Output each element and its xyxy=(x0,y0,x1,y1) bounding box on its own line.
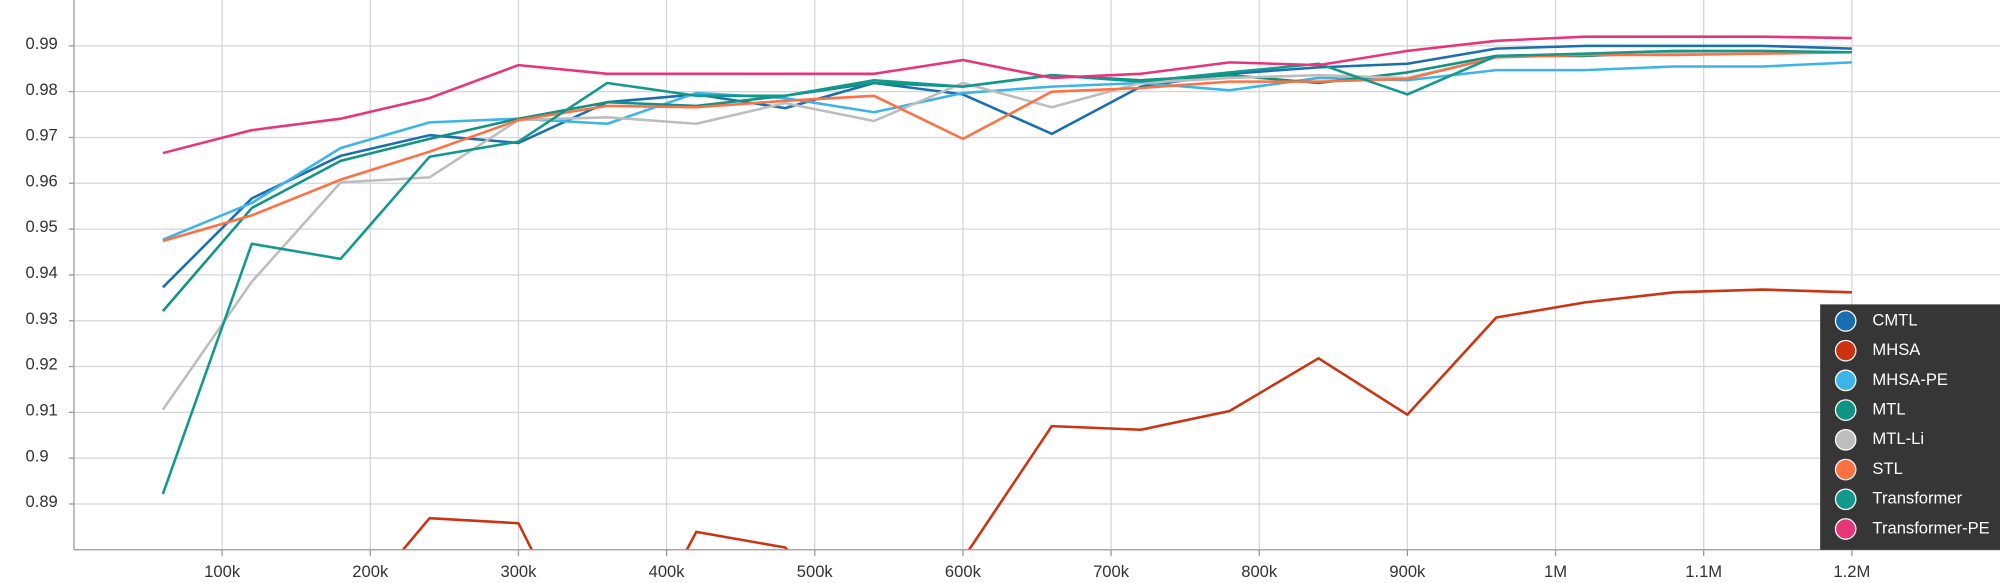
series-line xyxy=(161,50,1852,411)
y-tick-label: 0.98 xyxy=(26,80,58,99)
legend-marker xyxy=(1834,369,1857,392)
legend-label: STL xyxy=(1872,459,1902,478)
x-tick-label: 1.1M xyxy=(1685,562,1722,581)
series-line xyxy=(162,61,1852,241)
x-tick-label: 1.2M xyxy=(1833,562,1870,581)
x-tick-label: 200k xyxy=(352,562,389,581)
y-tick-label: 0.94 xyxy=(26,263,58,282)
x-tick-label: 900k xyxy=(1389,562,1426,581)
legend-marker xyxy=(1834,518,1857,540)
y-tick-label: 0.99 xyxy=(26,34,58,53)
y-tick-label: 0.96 xyxy=(26,171,58,190)
y-tick-label: 0.92 xyxy=(26,355,58,374)
y-tick-label: 0.93 xyxy=(26,309,58,328)
series-line xyxy=(161,49,1852,495)
legend-marker xyxy=(1834,428,1857,451)
axes: 0.89 0.9 0.91 0.92 0.93 0.94 0.95 0.96 0.97 0.98 0… xyxy=(26,0,2000,581)
legend-marker xyxy=(1834,488,1857,511)
x-tick-label: 500k xyxy=(797,562,834,581)
legend-marker xyxy=(1834,399,1857,421)
legend-marker xyxy=(1834,458,1857,481)
y-tick-label: 0.97 xyxy=(26,126,58,145)
series-line xyxy=(401,288,1852,550)
legend-label: Transformer-PE xyxy=(1872,518,1989,537)
grid xyxy=(73,0,2000,550)
x-tick-label: 700k xyxy=(1093,562,1130,581)
legend-label: MTL-Li xyxy=(1872,429,1924,448)
plot-area xyxy=(161,35,1852,550)
x-tick-label: 300k xyxy=(500,562,537,581)
y-tick-label: 0.95 xyxy=(26,217,58,236)
legend: CMTL MHSA MHSA-PE MTL MTL-Li STL Transformer Tr… xyxy=(1820,304,2000,550)
series-line xyxy=(162,50,1852,243)
x-tick-label: 800k xyxy=(1241,562,1278,581)
legend-marker xyxy=(1834,310,1857,332)
y-tick-label: 0.9 xyxy=(26,446,49,465)
legend-label: MTL xyxy=(1872,399,1905,418)
x-tick-label: 600k xyxy=(945,562,982,581)
legend-label: MHSA-PE xyxy=(1872,370,1948,389)
series-line xyxy=(162,35,1852,155)
x-tick-label: 400k xyxy=(649,562,686,581)
legend-label: MHSA xyxy=(1872,340,1921,359)
x-tick-label: 100k xyxy=(204,562,241,581)
legend-label: CMTL xyxy=(1872,310,1917,329)
y-tick-label: 0.91 xyxy=(26,400,58,419)
legend-label: Transformer xyxy=(1872,489,1962,508)
x-tick-label: 1M xyxy=(1544,562,1567,581)
y-tick-label: 0.89 xyxy=(26,492,58,511)
legend-marker xyxy=(1834,339,1857,362)
